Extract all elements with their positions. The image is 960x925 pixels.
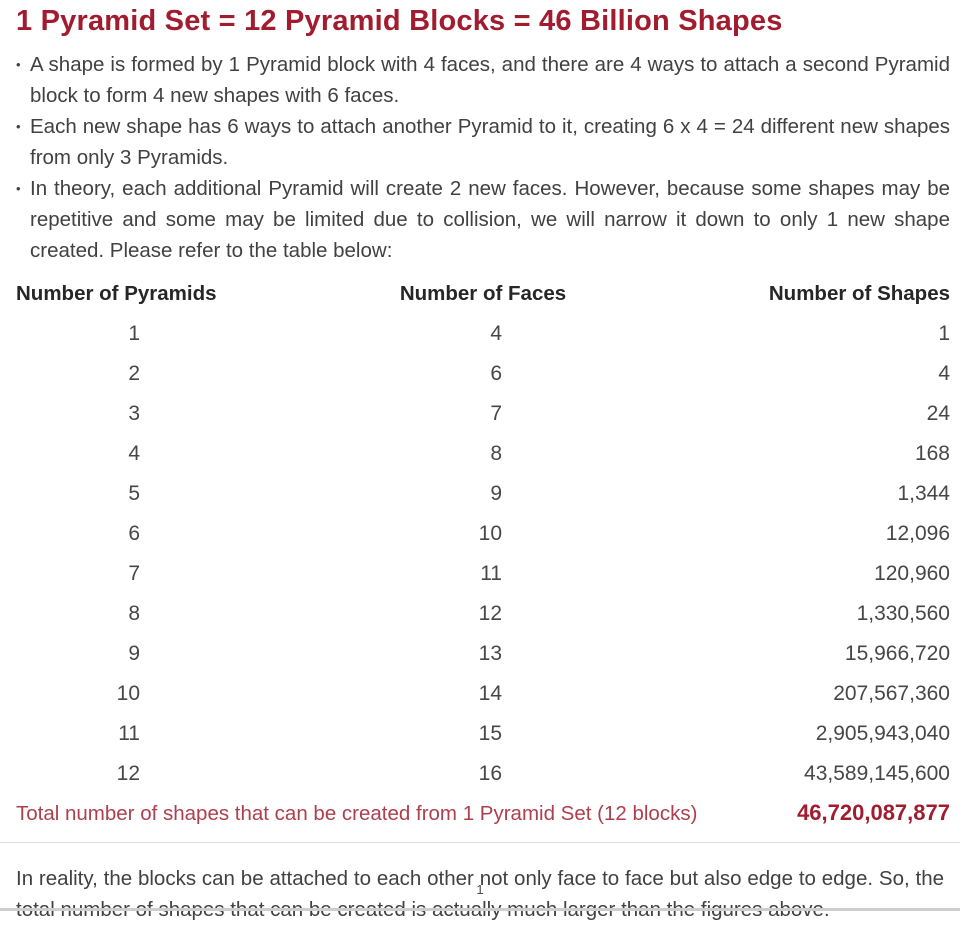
total-value: 46,720,087,877: [797, 799, 950, 825]
table-cell: 168: [914, 441, 950, 465]
table-cell: 6: [128, 521, 140, 545]
table-cell: 5: [128, 481, 140, 505]
total-label: Total number of shapes that can be creat…: [16, 801, 698, 825]
table-cell: 120,960: [874, 561, 950, 585]
table-row: 7 11 120,960: [16, 554, 950, 594]
table-cell: 2: [128, 361, 140, 385]
table-cell: 1: [128, 321, 140, 345]
table-row: 2 6 4: [16, 354, 950, 394]
table-cell: 2,905,943,040: [815, 721, 950, 745]
table-cell: 7: [128, 561, 140, 585]
table-cell: 12: [478, 601, 502, 625]
table-row: 6 10 12,096: [16, 514, 950, 554]
page-bottom-edge: [0, 908, 960, 911]
table-cell: 12,096: [885, 521, 950, 545]
bullet-item: A shape is formed by 1 Pyramid block wit…: [16, 49, 950, 111]
table-cell: 13: [478, 641, 502, 665]
bullet-item: Each new shape has 6 ways to attach anot…: [16, 111, 950, 173]
table-cell: 1,330,560: [856, 601, 950, 625]
table-row: 8 12 1,330,560: [16, 594, 950, 634]
table-cell: 1: [938, 321, 950, 345]
table-header-row: Number of Pyramids Number of Faces Numbe…: [16, 276, 950, 314]
pyramid-table: Number of Pyramids Number of Faces Numbe…: [16, 276, 950, 826]
table-cell: 11: [118, 721, 140, 745]
table-cell: 4: [490, 321, 502, 345]
page-title: 1 Pyramid Set = 12 Pyramid Blocks = 46 B…: [16, 5, 783, 37]
table-total-row: Total number of shapes that can be creat…: [16, 800, 950, 826]
table-row: 10 14 207,567,360: [16, 674, 950, 714]
table-cell: 6: [490, 361, 502, 385]
table-cell: 15: [478, 721, 502, 745]
table-cell: 4: [938, 361, 950, 385]
table-cell: 16: [478, 761, 502, 785]
table-cell: 15,966,720: [844, 641, 950, 665]
bullet-item: In theory, each additional Pyramid will …: [16, 173, 950, 266]
table-body: 1 4 1 2 6 4 3 7 24 4 8 168 5 9 1,344 6 10 12,096 7 11 120,96…: [16, 314, 950, 794]
table-row: 4 8 168: [16, 434, 950, 474]
table-cell: 9: [490, 481, 502, 505]
table-cell: 10: [116, 681, 140, 705]
column-header-pyramids: Number of Pyramids: [16, 281, 217, 305]
table-cell: 10: [478, 521, 502, 545]
table-cell: 1,344: [897, 481, 950, 505]
table-row: 11 15 2,905,943,040: [16, 714, 950, 754]
table-cell: 207,567,360: [833, 681, 950, 705]
column-header-shapes: Number of Shapes: [768, 281, 950, 305]
table-row: 9 13 15,966,720: [16, 634, 950, 674]
table-row: 1 4 1: [16, 314, 950, 354]
table-cell: 9: [128, 641, 140, 665]
table-cell: 8: [128, 601, 140, 625]
table-cell: 14: [478, 681, 502, 705]
table-cell: 43,589,145,600: [804, 761, 950, 785]
section-divider: [0, 841, 960, 843]
bullet-list: A shape is formed by 1 Pyramid block wit…: [16, 49, 950, 266]
table-cell: 12: [116, 761, 140, 785]
table-row: 12 16 43,589,145,600: [16, 754, 950, 794]
table-cell: 8: [490, 441, 502, 465]
table-row: 3 7 24: [16, 394, 950, 434]
table-cell: 3: [128, 401, 140, 425]
column-header-faces: Number of Faces: [399, 281, 567, 305]
footer-note: In reality, the blocks can be attached t…: [16, 867, 944, 922]
table-cell: 7: [490, 401, 502, 425]
table-row: 5 9 1,344: [16, 474, 950, 514]
table-cell: 24: [926, 401, 950, 425]
table-cell: 4: [128, 441, 140, 465]
table-cell: 11: [480, 561, 502, 585]
